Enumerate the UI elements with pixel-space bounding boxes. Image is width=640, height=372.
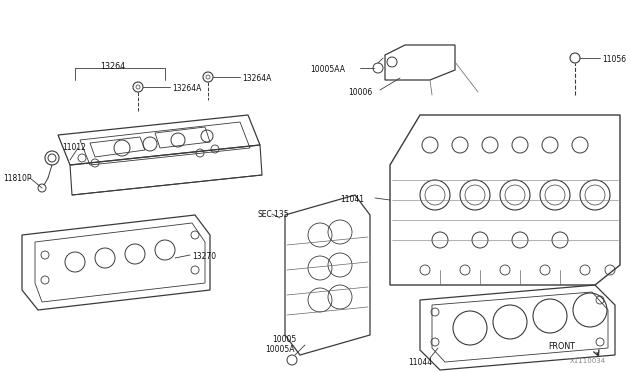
Text: 13270: 13270: [192, 252, 216, 261]
Text: SEC.135: SEC.135: [258, 210, 290, 219]
Text: FRONT: FRONT: [548, 342, 575, 351]
Text: 10005A: 10005A: [265, 345, 294, 354]
Circle shape: [206, 75, 210, 79]
Text: 11041: 11041: [340, 195, 364, 204]
Text: 13264A: 13264A: [172, 84, 202, 93]
Text: X1110034: X1110034: [570, 358, 606, 364]
Text: 10005: 10005: [272, 335, 296, 344]
Text: 10006: 10006: [348, 88, 372, 97]
Text: 11056: 11056: [602, 55, 626, 64]
Circle shape: [136, 85, 140, 89]
Text: 10005AA: 10005AA: [310, 65, 345, 74]
Text: 11810P: 11810P: [3, 174, 31, 183]
Text: 11044: 11044: [408, 358, 432, 367]
Text: 13264: 13264: [100, 62, 125, 71]
Text: 11012: 11012: [62, 143, 86, 152]
Text: 13264A: 13264A: [242, 74, 271, 83]
